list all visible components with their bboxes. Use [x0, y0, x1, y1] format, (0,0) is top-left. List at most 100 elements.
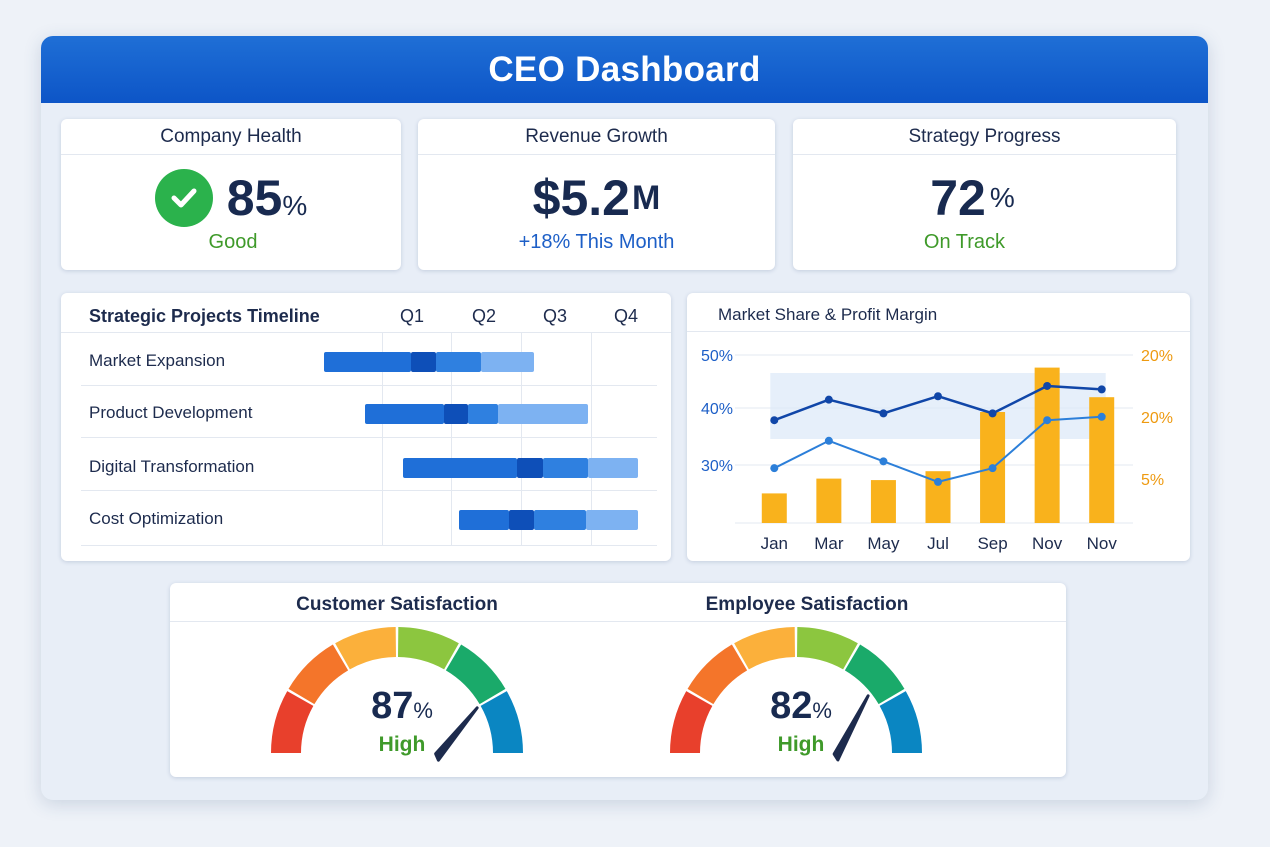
market-share-line-point	[824, 395, 833, 404]
row-divider	[81, 545, 657, 546]
company-health-value: 85%	[226, 170, 308, 226]
gauge-segment	[687, 644, 748, 705]
profit-margin-line-point	[934, 477, 942, 486]
profit-bar	[870, 480, 896, 523]
timeline-title: Strategic Projects Timeline	[89, 306, 320, 326]
gauge-segment	[288, 644, 349, 705]
check-circle-icon	[154, 169, 213, 227]
quarter-label-q3: Q3	[543, 306, 568, 326]
timeline-header-divider	[61, 332, 671, 333]
right-tick-label: 5%	[1141, 472, 1164, 489]
gauge-segment	[445, 644, 506, 705]
market-share-line-point	[770, 416, 779, 425]
market-share-line-point	[879, 409, 888, 418]
quarter-label-q2: Q2	[472, 306, 497, 326]
row-divider	[81, 437, 657, 438]
revenue-growth-card[interactable]: Revenue Growth $5.2 M +18% This Month	[418, 119, 775, 270]
company-health-value-row: 85%	[61, 167, 401, 229]
employee-satisfaction-status: High	[777, 733, 825, 756]
x-tick-label: Nov	[1087, 534, 1118, 553]
employee-satisfaction-title: Employee Satisfaction	[705, 594, 909, 615]
gantt-segment	[365, 404, 444, 424]
gantt-segment	[468, 404, 498, 424]
gantt-segment	[543, 458, 588, 478]
customer-satisfaction-gauge[interactable]	[267, 625, 537, 775]
profit-margin-line-point	[879, 457, 888, 466]
x-tick-label: Nov	[1032, 534, 1063, 553]
company-health-status: Good	[208, 231, 258, 253]
gantt-segment	[534, 510, 586, 530]
market-chart-title: Market Share & Profit Margin	[718, 305, 938, 324]
x-tick-label: Jul	[927, 534, 949, 553]
profit-bar	[1034, 367, 1060, 523]
project-label-market-expansion: Market Expansion	[89, 351, 226, 370]
quarter-label-q1: Q1	[400, 306, 425, 326]
gauge-segment	[734, 627, 795, 670]
strategy-progress-status: On Track	[923, 231, 1006, 253]
grid-line	[382, 333, 383, 545]
market-share-chart[interactable]: 50% 40% 30% 20% 20% 5% Jan Mar May Jul Sep Nov Nov	[687, 293, 1190, 561]
project-label-digital-transformation: Digital Transformation	[89, 457, 255, 476]
strategy-progress-card[interactable]: Strategy Progress 72% On Track	[793, 119, 1176, 270]
row-divider	[81, 490, 657, 491]
row-divider	[81, 385, 657, 386]
profit-bar	[761, 493, 787, 523]
x-tick-label: May	[867, 534, 900, 553]
gauge-segment	[335, 627, 396, 670]
gantt-segment	[403, 458, 517, 478]
grid-line	[521, 333, 522, 545]
profit-margin-line-point	[770, 464, 779, 473]
market-share-card: Market Share & Profit Margin 50% 40% 30% 20…	[687, 293, 1190, 561]
x-tick-label: Mar	[814, 534, 844, 553]
gantt-segment	[444, 404, 468, 424]
revenue-growth-value: $5.2 M	[532, 170, 661, 226]
project-label-cost-optimization: Cost Optimization	[89, 509, 224, 528]
gantt-segment	[509, 510, 534, 530]
gauge-needle	[832, 694, 870, 762]
customer-satisfaction-status: High	[378, 733, 426, 756]
employee-satisfaction-value: 82%	[770, 685, 832, 727]
gantt-segment	[498, 404, 588, 424]
gantt-segment	[481, 352, 534, 372]
revenue-growth-title: Revenue Growth	[418, 119, 775, 155]
gantt-segment	[588, 458, 638, 478]
left-tick-label: 50%	[701, 348, 733, 365]
gauge-segment	[879, 691, 922, 753]
profit-margin-line-point	[988, 464, 997, 473]
satisfaction-card: Customer Satisfaction Employee Satisfact…	[170, 583, 1066, 777]
right-tick-label: 20%	[1141, 348, 1173, 365]
left-tick-label: 40%	[701, 401, 733, 418]
company-health-card[interactable]: Company Health 85% Good	[61, 119, 401, 270]
x-tick-label: Sep	[977, 534, 1007, 553]
profit-margin-line-point	[1043, 416, 1052, 425]
market-share-line-point	[934, 392, 942, 401]
gauge-segment	[480, 691, 523, 753]
dashboard-frame: CEO Dashboard Company Health 85% Good Re…	[41, 36, 1208, 800]
grid-line	[591, 333, 592, 545]
profit-margin-line-point	[824, 436, 833, 445]
employee-satisfaction-gauge[interactable]	[666, 625, 936, 775]
gauge-needle	[434, 706, 479, 762]
gantt-segment	[517, 458, 543, 478]
customer-satisfaction-value: 87%	[371, 685, 433, 727]
profit-margin-line-point	[1097, 412, 1106, 421]
company-health-title: Company Health	[61, 119, 401, 155]
gauge-segment	[797, 627, 858, 670]
strategy-progress-title: Strategy Progress	[793, 119, 1176, 155]
grid-line	[451, 333, 452, 545]
market-share-line-point	[988, 409, 997, 418]
strategy-progress-value: 72%	[930, 170, 1015, 226]
gantt-segment	[324, 352, 411, 372]
gantt-segment	[459, 510, 509, 530]
gantt-segment	[411, 352, 436, 372]
market-share-line-point	[1097, 385, 1106, 394]
gauge-segment	[271, 691, 314, 753]
customer-satisfaction-title: Customer Satisfaction	[296, 594, 498, 615]
revenue-growth-sub: +18% This Month	[518, 231, 675, 253]
gauge-segment	[670, 691, 713, 753]
header-bar: CEO Dashboard	[41, 36, 1208, 103]
page-title: CEO Dashboard	[488, 49, 761, 89]
profit-bar	[816, 478, 842, 523]
right-tick-label: 20%	[1141, 410, 1173, 427]
project-label-product-development: Product Development	[89, 403, 253, 422]
